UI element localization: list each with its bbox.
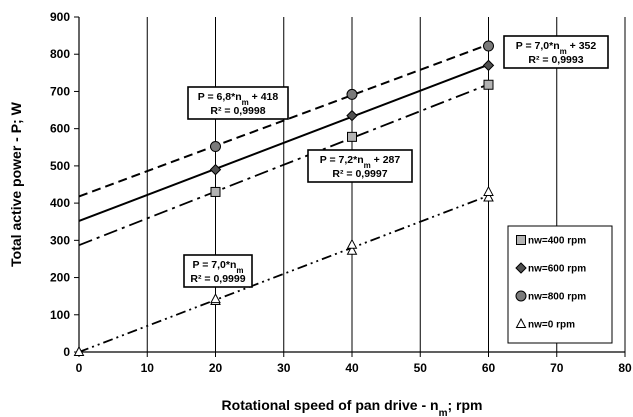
data-points xyxy=(73,40,495,356)
r-squared-text: R² = 0,9999 xyxy=(190,273,245,285)
data-point xyxy=(347,131,357,142)
data-point xyxy=(210,186,221,197)
data-point xyxy=(210,293,221,304)
equation-box-frame xyxy=(183,254,253,288)
y-tick-label: 900 xyxy=(50,10,70,24)
equation-text: P = 7,0*nm xyxy=(192,259,243,275)
tick-labels: 0 100 200 300 400 500 600 700 800 900 0 10 20 30 40 50 6… xyxy=(50,10,632,375)
legend: nw=400 rpm nw=600 rpm nw=800 rpm nw=0 rpm xyxy=(507,225,613,344)
equation-subscript: m xyxy=(236,266,243,275)
legend-frame xyxy=(507,225,613,344)
fit-lines xyxy=(78,43,489,353)
axes xyxy=(74,16,626,357)
data-point xyxy=(483,191,494,202)
legend-marker xyxy=(515,317,527,328)
data-point xyxy=(483,185,494,196)
data-point xyxy=(346,109,358,122)
legend-label: nw=400 rpm xyxy=(528,236,586,247)
fit-line-nw-600-rpm xyxy=(78,63,489,222)
y-tick-label: 200 xyxy=(50,271,70,285)
equation-text: P = 7,0*nm + 352 xyxy=(516,40,597,56)
fit-line-nw-0-rpm xyxy=(78,194,489,353)
equation-main: P = 7,2*n xyxy=(320,154,364,166)
x-tick-label: 80 xyxy=(618,361,632,375)
x-tick-label: 70 xyxy=(550,361,564,375)
y-tick-label: 100 xyxy=(50,308,70,322)
equation-box-frame xyxy=(307,149,413,183)
data-point xyxy=(209,163,222,176)
x-tick-label: 50 xyxy=(414,361,428,375)
equation-tail: + 418 xyxy=(249,91,279,103)
equation-text: P = 6,8*nm + 418 xyxy=(198,91,279,107)
equation-main: P = 7,0*n xyxy=(516,40,560,52)
y-tick-label: 700 xyxy=(50,84,70,98)
legend-marker xyxy=(516,235,526,245)
y-tick-label: 400 xyxy=(50,196,70,210)
y-tick-label: 300 xyxy=(50,233,70,247)
legend-marker xyxy=(515,290,527,302)
legend-label: nw=800 rpm xyxy=(528,292,586,303)
equation-subscript: m xyxy=(560,47,567,56)
y-tick-label: 600 xyxy=(50,122,70,136)
x-tick-label: 20 xyxy=(209,361,223,375)
x-axis-title-tail: ; rpm xyxy=(447,397,482,413)
y-tick-label: 500 xyxy=(50,159,70,173)
legend-marker xyxy=(515,262,527,274)
data-point xyxy=(210,141,221,153)
x-tick-label: 0 xyxy=(76,361,83,375)
r-squared-text: R² = 0,9993 xyxy=(528,54,583,66)
data-point xyxy=(346,88,358,100)
data-point xyxy=(346,244,358,255)
data-point xyxy=(346,238,358,249)
data-point xyxy=(483,40,494,52)
fit-line-nw-800-rpm xyxy=(78,43,489,198)
equation-tail: + 287 xyxy=(371,154,401,166)
fit-line-nw-400-rpm xyxy=(78,83,489,247)
legend-label: nw=0 rpm xyxy=(528,320,575,331)
equation-subscript: m xyxy=(364,161,371,170)
data-point xyxy=(482,59,495,72)
x-tick-label: 40 xyxy=(345,361,359,375)
data-point xyxy=(483,79,494,90)
grid xyxy=(146,17,626,352)
equation-box-frame xyxy=(187,86,289,120)
y-axis-title: Total active power - P; W xyxy=(8,101,24,266)
x-tick-label: 30 xyxy=(277,361,291,375)
equation-subscript: m xyxy=(242,98,249,107)
equation-box-frame xyxy=(503,35,609,69)
equation-tail: + 352 xyxy=(567,40,597,52)
x-tick-label: 60 xyxy=(482,361,496,375)
r-squared-text: R² = 0,9998 xyxy=(210,105,265,117)
x-tick-label: 10 xyxy=(141,361,155,375)
data-point xyxy=(73,345,85,356)
x-axis-title-main: Rotational speed of pan drive - n xyxy=(222,397,439,413)
y-tick-label: 800 xyxy=(50,47,70,61)
equation-text: P = 7,2*nm + 287 xyxy=(320,154,401,170)
x-axis-title-subscript: m xyxy=(439,408,448,417)
r-squared-text: R² = 0,9997 xyxy=(332,168,387,180)
legend-label: nw=600 rpm xyxy=(528,264,586,275)
x-axis-title: Rotational speed of pan drive - nm; rpm xyxy=(222,397,483,417)
y-tick-label: 0 xyxy=(63,345,70,359)
equation-main: P = 7,0*n xyxy=(192,259,236,271)
equation-main: P = 6,8*n xyxy=(198,91,242,103)
